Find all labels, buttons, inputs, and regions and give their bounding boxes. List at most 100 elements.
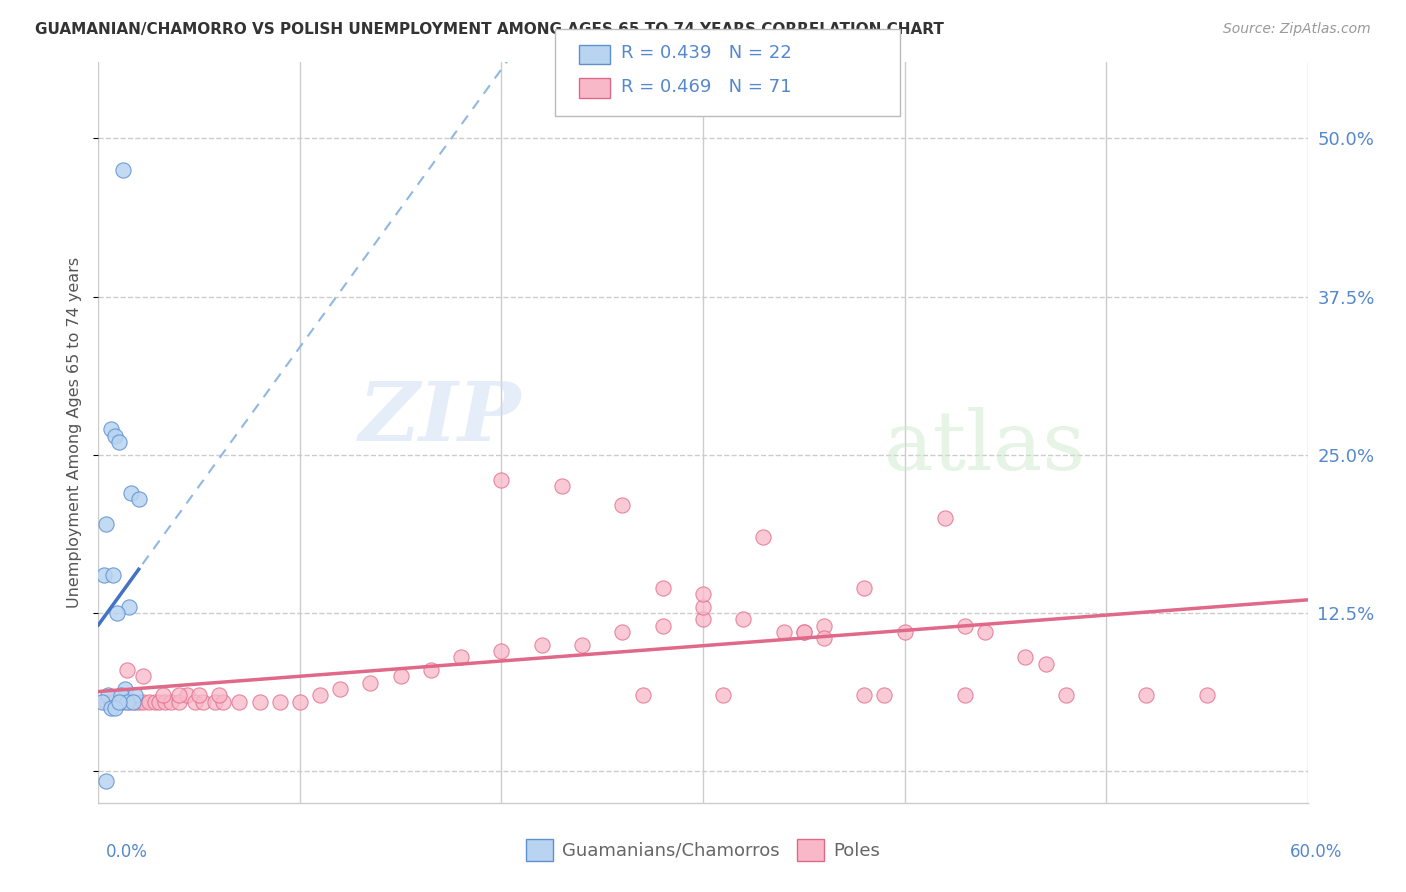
Point — [103, 701, 125, 715]
Point — [132, 669, 155, 683]
Point — [612, 624, 634, 639]
Point — [228, 694, 250, 708]
Point — [692, 587, 714, 601]
Point — [100, 701, 122, 715]
Point — [813, 632, 835, 646]
Text: 0.0%: 0.0% — [105, 843, 148, 861]
Point — [1195, 688, 1218, 702]
Text: ZIP: ZIP — [359, 378, 522, 458]
Text: R = 0.439   N = 22: R = 0.439 N = 22 — [621, 44, 792, 62]
Point — [103, 694, 125, 708]
Point — [212, 694, 235, 708]
Point — [974, 624, 997, 639]
Point — [651, 581, 673, 595]
Point — [167, 688, 190, 702]
Point — [249, 694, 271, 708]
Point — [101, 568, 124, 582]
Text: atlas: atlas — [884, 408, 1087, 487]
Point — [160, 694, 183, 708]
Point — [100, 422, 122, 436]
Point — [893, 624, 915, 639]
Point — [530, 638, 553, 652]
Point — [752, 530, 775, 544]
Point — [115, 663, 138, 677]
Point — [188, 688, 211, 702]
Point — [733, 612, 755, 626]
Point — [269, 694, 291, 708]
Text: 60.0%: 60.0% — [1291, 843, 1343, 861]
Point — [953, 618, 976, 632]
Point — [1135, 688, 1157, 702]
Point — [118, 694, 141, 708]
Point — [107, 435, 129, 450]
Point — [612, 499, 634, 513]
Point — [692, 599, 714, 614]
Point — [631, 688, 654, 702]
Point — [91, 694, 114, 708]
Point — [1014, 650, 1036, 665]
Legend: Guamanians/Chamorros, Poles: Guamanians/Chamorros, Poles — [519, 831, 887, 868]
Point — [128, 694, 150, 708]
Point — [288, 694, 311, 708]
Point — [389, 669, 412, 683]
Point — [93, 568, 115, 582]
Point — [105, 606, 128, 620]
Point — [853, 581, 876, 595]
Point — [193, 694, 215, 708]
Point — [152, 688, 174, 702]
Point — [111, 694, 134, 708]
Point — [138, 694, 160, 708]
Point — [934, 511, 956, 525]
Text: R = 0.469   N = 71: R = 0.469 N = 71 — [621, 78, 792, 95]
Point — [124, 694, 146, 708]
Point — [121, 694, 143, 708]
Point — [208, 688, 231, 702]
Point — [873, 688, 896, 702]
Point — [132, 694, 155, 708]
Point — [329, 681, 352, 696]
Point — [793, 624, 815, 639]
Text: Source: ZipAtlas.com: Source: ZipAtlas.com — [1223, 22, 1371, 37]
Point — [184, 694, 207, 708]
Point — [853, 688, 876, 702]
Point — [571, 638, 593, 652]
Text: GUAMANIAN/CHAMORRO VS POLISH UNEMPLOYMENT AMONG AGES 65 TO 74 YEARS CORRELATION : GUAMANIAN/CHAMORRO VS POLISH UNEMPLOYMEN… — [35, 22, 943, 37]
Point — [148, 694, 170, 708]
Point — [103, 429, 125, 443]
Point — [1054, 688, 1077, 702]
Point — [793, 624, 815, 639]
Point — [651, 618, 673, 632]
Point — [120, 485, 142, 500]
Point — [96, 517, 118, 532]
Point — [97, 688, 120, 702]
Point — [167, 694, 190, 708]
Point — [491, 473, 513, 487]
Point — [124, 688, 146, 702]
Point — [115, 694, 138, 708]
Point — [309, 688, 332, 702]
Point — [128, 491, 150, 506]
Point — [711, 688, 734, 702]
Point — [1035, 657, 1057, 671]
Point — [813, 618, 835, 632]
Point — [107, 694, 129, 708]
Point — [118, 599, 141, 614]
Point — [551, 479, 574, 493]
Point — [96, 774, 118, 789]
Point — [450, 650, 472, 665]
Point — [110, 688, 132, 702]
Point — [107, 694, 129, 708]
Point — [96, 694, 118, 708]
Point — [204, 694, 226, 708]
Point — [420, 663, 443, 677]
Point — [153, 694, 176, 708]
Point — [692, 612, 714, 626]
Point — [772, 624, 794, 639]
Y-axis label: Unemployment Among Ages 65 to 74 years: Unemployment Among Ages 65 to 74 years — [67, 257, 83, 608]
Point — [491, 644, 513, 658]
Point — [111, 163, 134, 178]
Point — [176, 688, 198, 702]
Point — [953, 688, 976, 702]
Point — [100, 694, 122, 708]
Point — [360, 675, 382, 690]
